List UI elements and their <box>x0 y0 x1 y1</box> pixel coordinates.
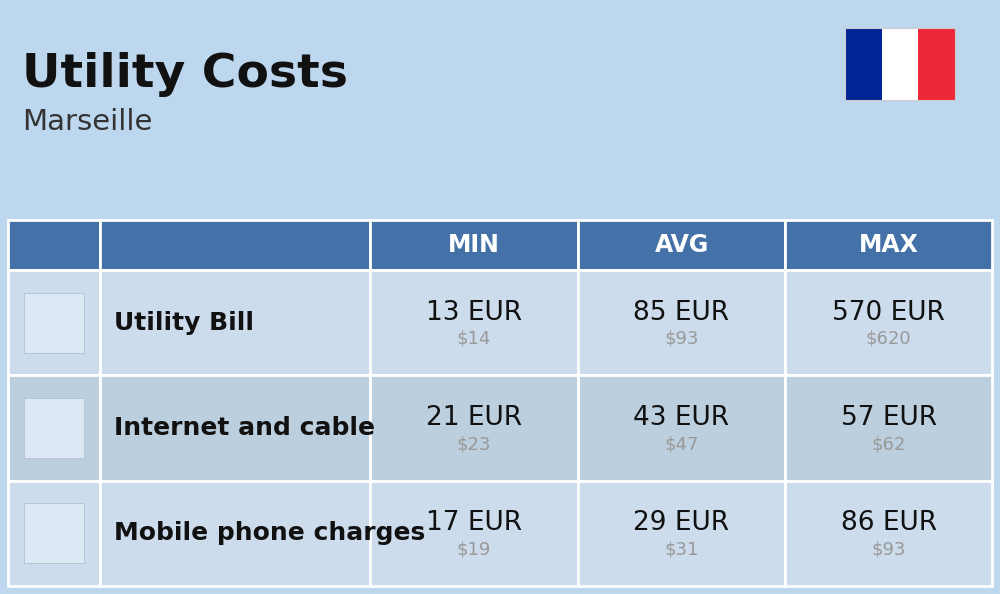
Text: 85 EUR: 85 EUR <box>633 299 730 326</box>
Text: Utility Bill: Utility Bill <box>114 311 254 334</box>
Text: 86 EUR: 86 EUR <box>841 510 937 536</box>
Bar <box>785 375 992 481</box>
Text: $23: $23 <box>457 435 491 453</box>
Text: 29 EUR: 29 EUR <box>633 510 730 536</box>
Text: $62: $62 <box>871 435 906 453</box>
Text: $93: $93 <box>664 330 699 347</box>
Bar <box>785 270 992 375</box>
Text: Marseille: Marseille <box>22 108 152 136</box>
Text: Internet and cable: Internet and cable <box>114 416 375 440</box>
Text: Mobile phone charges: Mobile phone charges <box>114 522 426 545</box>
Bar <box>845 28 882 100</box>
Bar <box>785 220 992 270</box>
Bar <box>8 220 100 270</box>
Bar <box>578 270 785 375</box>
Bar <box>918 28 955 100</box>
Bar <box>882 28 918 100</box>
Bar <box>578 375 785 481</box>
Bar <box>100 375 370 481</box>
Text: Utility Costs: Utility Costs <box>22 52 348 97</box>
Bar <box>8 481 100 586</box>
Bar <box>845 28 955 100</box>
Bar <box>370 220 578 270</box>
Bar <box>370 375 578 481</box>
Bar <box>578 220 785 270</box>
Text: MAX: MAX <box>859 233 919 257</box>
Bar <box>100 481 370 586</box>
Bar <box>24 293 84 353</box>
Bar <box>24 398 84 458</box>
Text: $31: $31 <box>664 541 699 558</box>
Bar <box>785 481 992 586</box>
Text: 570 EUR: 570 EUR <box>832 299 945 326</box>
Text: 21 EUR: 21 EUR <box>426 405 522 431</box>
Text: 13 EUR: 13 EUR <box>426 299 522 326</box>
Text: $47: $47 <box>664 435 699 453</box>
Bar <box>100 270 370 375</box>
Text: $93: $93 <box>871 541 906 558</box>
Text: MIN: MIN <box>448 233 500 257</box>
Text: 17 EUR: 17 EUR <box>426 510 522 536</box>
Bar <box>8 375 100 481</box>
Bar <box>100 220 370 270</box>
Bar <box>8 270 100 375</box>
Bar <box>370 481 578 586</box>
Text: $19: $19 <box>457 541 491 558</box>
Text: AVG: AVG <box>654 233 709 257</box>
Text: $620: $620 <box>866 330 911 347</box>
Text: 57 EUR: 57 EUR <box>841 405 937 431</box>
Text: $14: $14 <box>457 330 491 347</box>
Text: 43 EUR: 43 EUR <box>633 405 730 431</box>
Bar <box>370 270 578 375</box>
Bar <box>24 503 84 563</box>
Bar <box>578 481 785 586</box>
